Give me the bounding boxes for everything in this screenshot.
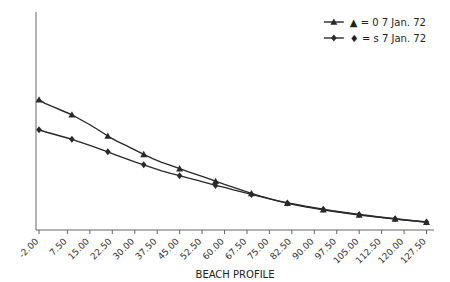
x-tick (38, 230, 39, 234)
x-tick-label: 37.50 (133, 236, 158, 261)
series-marker (284, 200, 291, 206)
x-tick (404, 230, 405, 234)
x-tick-label: 45.00 (156, 236, 181, 261)
x-tick (112, 230, 113, 234)
series-marker (69, 136, 75, 143)
x-tick-label: -2.00 (17, 236, 41, 260)
series-marker (68, 111, 75, 117)
x-tick (269, 230, 270, 234)
series-marker (249, 191, 255, 198)
series-marker (285, 199, 291, 206)
x-tick (291, 230, 292, 234)
series-marker (105, 148, 111, 155)
x-tick-label: 30.00 (111, 236, 136, 261)
series-marker (36, 96, 42, 102)
series-marker (36, 126, 42, 133)
x-tick (336, 230, 337, 234)
x-tick (246, 230, 247, 234)
x-axis-label: BEACH PROFILE (196, 269, 275, 280)
x-tick (134, 230, 135, 234)
plot-area (36, 96, 430, 225)
x-tick-label: 67.50 (223, 236, 248, 261)
series-marker (424, 218, 430, 225)
x-tick (202, 230, 203, 234)
x-tick (224, 230, 225, 234)
series-marker (176, 165, 183, 171)
legend-item: ▲ = 0 7 Jan. 72 (324, 17, 426, 28)
x-tick (179, 230, 180, 234)
chart: -2.007.5015.0022.5030.0037.5045.0052.506… (0, 0, 450, 282)
x-tick (157, 230, 158, 234)
x-tick-label: 22.50 (88, 236, 113, 261)
legend-label: ♦ = s 7 Jan. 72 (350, 33, 426, 44)
series-marker (177, 172, 183, 179)
x-tick (381, 230, 382, 234)
x-tick (67, 230, 68, 234)
series-line (39, 100, 427, 223)
x-tick (426, 230, 427, 234)
legend-item: ♦ = s 7 Jan. 72 (324, 33, 426, 44)
series-marker (140, 151, 147, 157)
series-marker (356, 211, 362, 218)
series-line (39, 130, 427, 222)
x-tick (359, 230, 360, 234)
x-tick-label: 127.50 (399, 236, 429, 266)
x-tick (314, 230, 315, 234)
x-axis (36, 230, 434, 231)
x-tick (89, 230, 90, 234)
series-marker (213, 182, 219, 189)
x-tick-label: 52.50 (178, 236, 203, 261)
series-marker (392, 215, 399, 221)
x-tick-label: 75.00 (246, 236, 271, 261)
x-tick-label: 90.00 (290, 236, 315, 261)
series-marker (320, 206, 326, 213)
series-marker (423, 219, 430, 225)
series-marker (392, 215, 398, 222)
y-axis (36, 12, 37, 230)
legend-marker (330, 19, 337, 25)
legend-marker (331, 35, 337, 42)
series-marker (356, 211, 363, 217)
series-marker (104, 133, 111, 139)
legend-label: ▲ = 0 7 Jan. 72 (350, 17, 426, 28)
series-marker (320, 206, 327, 212)
x-tick-label: 60.00 (201, 236, 226, 261)
series-marker (141, 161, 147, 168)
x-tick-label: 82.50 (268, 236, 293, 261)
x-tick-label: 15.00 (66, 236, 91, 261)
legend: ▲ = 0 7 Jan. 72 ♦ = s 7 Jan. 72 (324, 17, 426, 44)
